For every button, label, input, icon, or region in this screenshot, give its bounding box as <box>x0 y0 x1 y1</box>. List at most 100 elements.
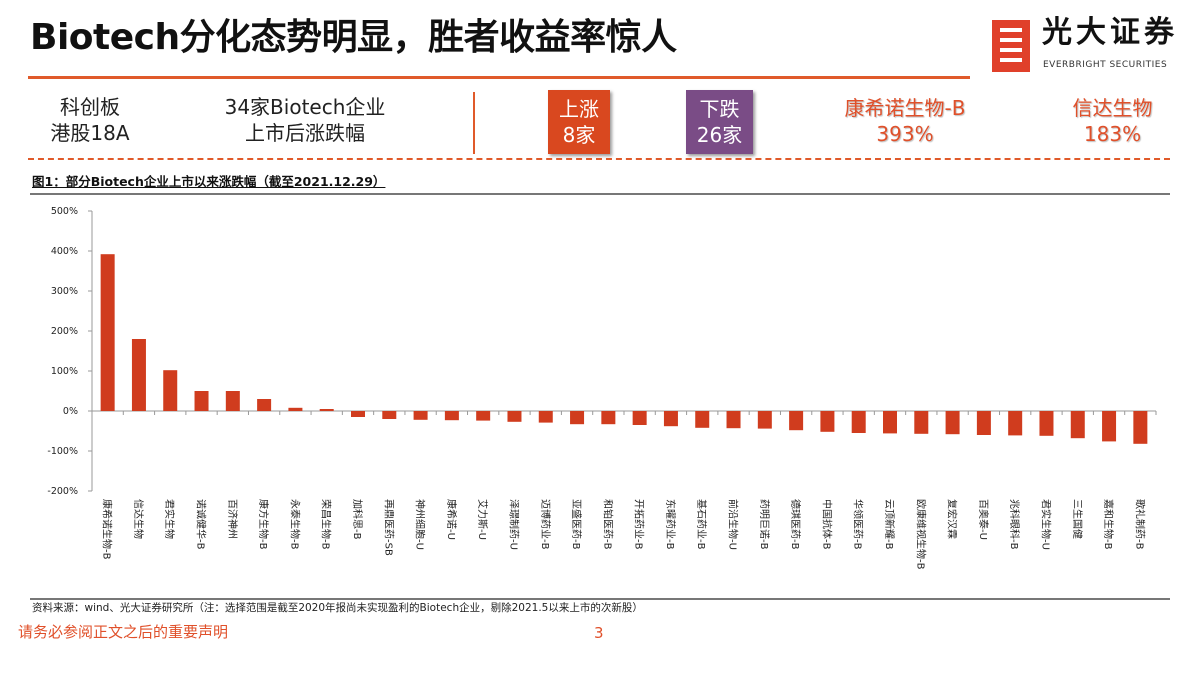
x-tick-label: 康希诺-U <box>445 499 458 540</box>
bar <box>976 411 991 435</box>
top2-value: 183% <box>1083 122 1142 146</box>
x-tick-label: 艾力斯-U <box>476 499 489 540</box>
x-tick-label: 君实生物-U <box>1039 499 1052 550</box>
bar <box>288 407 303 411</box>
up-label: 上涨 <box>559 97 599 121</box>
summary-description: 34家Biotech企业 上市后涨跌幅 <box>200 94 410 146</box>
x-tick-label: 迈博药业-B <box>539 499 552 550</box>
top1-highlight: 康希诺生物-B 393% <box>820 95 990 147</box>
y-tick-label: 100% <box>51 366 78 377</box>
bar <box>1039 411 1054 436</box>
bar <box>163 370 178 411</box>
x-tick-label: 荣昌生物-B <box>320 499 333 550</box>
page-title: Biotech分化态势明显，胜者收益率惊人 <box>30 17 677 58</box>
bar <box>914 411 929 434</box>
x-tick-label: 前沿生物-U <box>727 499 740 550</box>
bar <box>319 409 334 411</box>
bar <box>851 411 866 433</box>
top2-name: 信达生物 <box>1072 96 1153 120</box>
bar <box>820 411 835 432</box>
x-tick-label: 泽璟制药-U <box>507 499 520 550</box>
chart-bottom-rule <box>30 598 1170 600</box>
logo-subtext: EVERBRIGHT SECURITIES <box>1043 60 1168 70</box>
x-tick-label: 亚盛医药-B <box>570 499 583 550</box>
x-tick-label: 加科思-B <box>351 499 364 540</box>
chart-top-rule <box>30 193 1170 195</box>
x-tick-label: 药明巨诺-B <box>758 499 770 550</box>
bar <box>789 411 804 431</box>
bar <box>257 399 272 411</box>
bar <box>100 254 115 411</box>
dashed-divider <box>28 158 1170 160</box>
logo-text: 光大证券 <box>1042 15 1178 50</box>
bar <box>1070 411 1085 439</box>
bar <box>1102 411 1117 442</box>
top2-highlight: 信达生物 183% <box>1050 95 1175 147</box>
bar <box>757 411 772 429</box>
board-labels: 科创板 港股18A <box>45 94 135 146</box>
bar <box>538 411 553 423</box>
bar <box>570 411 585 425</box>
bar <box>507 411 522 422</box>
bar <box>444 411 459 421</box>
x-tick-label: 诺诚健华-B <box>195 499 208 550</box>
bar <box>632 411 647 425</box>
bar <box>663 411 678 427</box>
x-tick-label: 兆科眼科-B <box>1008 499 1021 550</box>
bar-chart: 500% 400% 300% 200% 100% 0% -100% -200% 康希诺生物-B 信… <box>47 206 1157 570</box>
x-tick-label: 百济神州 <box>226 499 239 539</box>
y-tick-label: 200% <box>51 326 78 337</box>
bar <box>601 411 616 425</box>
bar <box>695 411 710 428</box>
bar <box>883 411 897 434</box>
y-tick-label: 300% <box>51 286 78 297</box>
x-tick-label: 三生国健 <box>1071 499 1084 539</box>
up-count: 8家 <box>562 123 596 147</box>
y-tick-label: -200% <box>47 486 78 497</box>
title-divider <box>28 76 970 79</box>
logo <box>992 20 1032 75</box>
down-count: 26家 <box>696 123 743 147</box>
bar <box>382 411 397 419</box>
bar <box>1133 411 1148 444</box>
desc-line-2: 上市后涨跌幅 <box>245 121 365 145</box>
x-tick-label: 复宏汉霖 <box>946 499 959 539</box>
bar <box>726 411 741 429</box>
bar <box>194 391 209 411</box>
x-tick-label: 康希诺生物-B <box>101 499 114 560</box>
desc-line-1: 34家Biotech企业 <box>224 95 386 119</box>
x-tick-label: 中国抗体-B <box>820 499 833 550</box>
x-tick-label: 神州细胞-U <box>414 499 427 550</box>
bar <box>413 411 428 420</box>
page-number: 3 <box>594 624 604 642</box>
y-tick-label: -100% <box>47 446 78 457</box>
source-note: 资料来源：wind、光大证券研究所（注：选择范围是截至2020年报尚未实现盈利的… <box>32 602 643 614</box>
logo-mark-icon <box>992 20 1030 72</box>
x-tick-label: 德琪医药-B <box>789 499 802 550</box>
x-tick-label: 歌礼制药-B <box>1133 499 1146 550</box>
x-tick-label: 君实生物 <box>163 499 176 539</box>
bar <box>225 391 240 411</box>
x-tick-label: 信达生物 <box>132 499 145 539</box>
x-tick-label: 百奥泰-U <box>977 499 990 540</box>
x-tick-label: 开拓药业-B <box>633 499 645 550</box>
x-tick-label: 再鼎医药-SB <box>382 499 394 556</box>
up-count-box: 上涨 8家 <box>548 90 610 154</box>
down-count-box: 下跌 26家 <box>686 90 753 154</box>
bar <box>351 411 365 417</box>
x-tick-label: 嘉和生物-B <box>1102 499 1115 550</box>
x-tick-label: 华领医药-B <box>852 499 865 550</box>
board-line-1: 科创板 <box>60 95 120 119</box>
x-tick-label: 基石药业-B <box>695 499 708 550</box>
vertical-divider <box>473 92 475 154</box>
bar <box>476 411 491 421</box>
x-tick-label: 和铂医药-B <box>601 499 614 550</box>
x-tick-label: 永泰生物-B <box>288 499 301 550</box>
y-tick-label: 400% <box>51 246 78 257</box>
top1-value: 393% <box>876 122 934 146</box>
disclaimer: 请务必参阅正文之后的重要声明 <box>18 623 229 641</box>
x-tick-label: 康方生物-B <box>257 499 270 550</box>
top1-name: 康希诺生物-B <box>844 96 966 120</box>
chart-title: 图1：部分Biotech企业上市以来涨跌幅（截至2021.12.29） <box>32 174 386 189</box>
down-label: 下跌 <box>699 97 740 121</box>
